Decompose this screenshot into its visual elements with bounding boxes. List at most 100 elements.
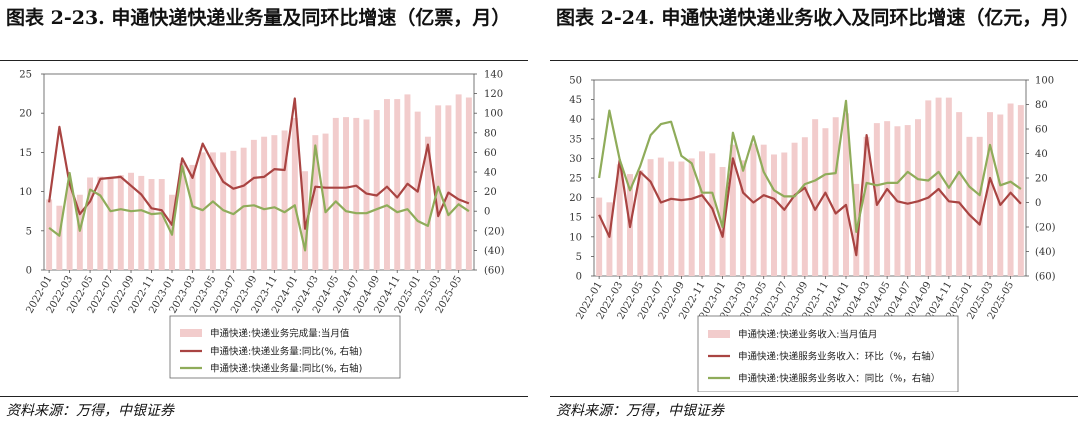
bar (812, 119, 819, 276)
legend-label: 申通快递:快递业务量:同比(%, 右轴) (210, 346, 362, 358)
bar (822, 128, 829, 276)
bar (332, 117, 339, 271)
bar (465, 97, 472, 270)
legend-label: 申通快递:快递服务业务收入：同比（%，右轴） (738, 373, 940, 385)
series-line-red (48, 97, 470, 230)
chart-title: 图表 2-24. 申通快递快递业务收入及同环比增速（亿元，月） (556, 7, 1080, 29)
bar (189, 164, 196, 270)
bar (148, 179, 155, 270)
bar (1007, 103, 1014, 276)
left-axis-tick-label: 5 (576, 252, 582, 263)
left-axis-tick-label: 20 (19, 109, 32, 120)
bar (46, 199, 53, 270)
bar (832, 117, 839, 276)
bar (117, 175, 124, 270)
bar (606, 202, 613, 276)
bar (976, 136, 983, 276)
series-line-red (598, 133, 1022, 257)
left-axis-tick-label: 50 (569, 76, 582, 87)
top-rule (550, 60, 1078, 61)
legend-label: 申通快递:快递业务完成量:当月值 (210, 328, 350, 340)
bar (322, 133, 329, 270)
bar (966, 136, 973, 276)
left-axis-tick-label: 30 (569, 154, 582, 165)
bar (884, 121, 891, 276)
bar (740, 160, 747, 276)
left-axis-tick-label: 10 (19, 187, 32, 198)
bar (801, 137, 808, 276)
left-axis-tick-label: 40 (569, 115, 582, 126)
bar (261, 136, 268, 270)
chart-panel-volume: 图表 2-23. 申通快递快递业务量及同环比增速（亿票，月） 0 5 10 15 20 2… (0, 0, 530, 421)
right-axis-tick-label: 40 (484, 168, 497, 179)
bar (179, 163, 186, 270)
bar (729, 144, 736, 276)
bar (678, 161, 685, 276)
right-axis-tick-label: (40) (484, 246, 505, 257)
bar (445, 105, 452, 270)
bar (404, 94, 411, 270)
right-axis-tick-label: 0 (1035, 198, 1041, 209)
bar (373, 110, 380, 270)
left-axis-tick-label: 15 (19, 148, 32, 159)
right-axis-tick-label: 100 (484, 109, 503, 120)
legend-label: 申通快递:快递业务量:同比(%, 右轴) (210, 363, 362, 375)
legend-label: 申通快递:快递服务业务收入：环比（%，右轴） (738, 351, 940, 363)
right-axis-tick-label: (20) (484, 226, 505, 237)
bar (925, 100, 932, 276)
bar (128, 172, 134, 270)
bottom-rule (550, 396, 1078, 397)
bar (424, 136, 431, 270)
left-axis-tick-label: 35 (569, 134, 582, 145)
bar (281, 130, 288, 270)
legend-box (169, 315, 401, 379)
bar (394, 99, 401, 270)
series-line-green (48, 144, 470, 252)
bar (384, 99, 390, 270)
bar (647, 159, 654, 276)
bar (107, 177, 114, 270)
legend-swatch-bar (708, 330, 730, 338)
bar (209, 152, 216, 270)
bar (637, 170, 644, 276)
left-axis-tick-label: 25 (569, 174, 582, 185)
left-axis-tick-label: 25 (19, 70, 32, 81)
right-axis-tick-label: 80 (484, 128, 497, 139)
legend-box (697, 315, 959, 392)
left-axis-tick-label: 5 (26, 226, 32, 237)
right-axis-tick-label: 0 (484, 207, 490, 218)
bar (1017, 105, 1024, 276)
bar (616, 164, 623, 276)
bar (760, 144, 767, 276)
chart-title: 图表 2-23. 申通快递快递业务量及同环比增速（亿票，月） (6, 7, 511, 29)
volume-chart: 0 5 10 15 20 25 (60) (40) (20) 0 20 40 60 80 100 120 140… (19, 70, 505, 379)
bar (271, 135, 278, 270)
bar (791, 142, 798, 276)
bar (87, 177, 94, 270)
bar (935, 97, 942, 276)
right-axis-tick-label: (60) (484, 266, 505, 277)
source-note: 资料来源：万得，中银证券 (6, 403, 174, 419)
bar (699, 151, 705, 276)
source-note: 资料来源：万得，中银证券 (556, 403, 724, 419)
right-axis-tick-label: 60 (1035, 125, 1048, 136)
bar (688, 158, 695, 276)
legend-swatch-bar (180, 329, 202, 337)
bar (363, 119, 370, 270)
bar (771, 154, 777, 276)
bar (750, 143, 757, 276)
left-axis-tick-label: 45 (569, 95, 582, 106)
left-axis-tick-label: 15 (569, 213, 582, 224)
bar (781, 152, 788, 276)
left-axis-tick-label: 20 (569, 193, 582, 204)
bar (312, 135, 319, 270)
bar (343, 117, 349, 270)
right-axis-tick-label: 60 (484, 148, 497, 159)
legend-label: 申通快递:快递业务收入:当月值月 (738, 329, 877, 341)
bar (353, 117, 360, 271)
left-axis-tick-label: 0 (576, 272, 582, 283)
bar (997, 114, 1004, 276)
bar (668, 161, 675, 276)
right-axis-tick-label: 20 (1035, 174, 1048, 185)
right-axis-tick-label: 140 (484, 70, 503, 81)
